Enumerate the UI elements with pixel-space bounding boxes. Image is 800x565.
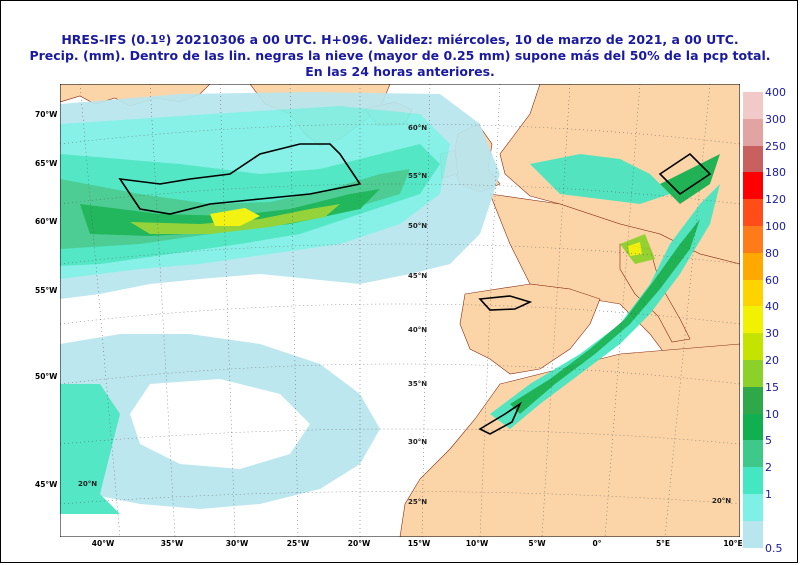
- legend-label: 20: [765, 354, 779, 367]
- bottom-label-5w: 5°W: [528, 539, 546, 548]
- legend-label: 2: [765, 461, 772, 475]
- legend-label: 300: [765, 112, 786, 126]
- legend-swatch: [743, 118, 763, 146]
- bottom-label-20w: 20°W: [347, 539, 371, 548]
- legend-label: 40: [765, 300, 779, 314]
- lat-label-25n: 25°N: [408, 498, 428, 506]
- legend-label: 80: [765, 246, 779, 260]
- bottom-label-0: 0°: [592, 539, 602, 548]
- title-line-2: Precip. (mm). Dentro de las lin. negras …: [29, 48, 771, 63]
- legend-swatch: [743, 360, 763, 387]
- land-africa: [399, 343, 740, 537]
- precip-band-atlantic-40mm: [210, 208, 260, 226]
- legend-swatch: [743, 520, 763, 548]
- legend-label: 1: [765, 488, 772, 501]
- bottom-label-5e: 5°E: [655, 539, 671, 548]
- lat-label-20n-west: 20°N: [78, 480, 98, 488]
- bottom-label-35w: 35°W: [160, 539, 184, 548]
- legend-label: 30: [765, 327, 779, 341]
- precip-northern-europe: [530, 154, 670, 204]
- land-areas: [60, 84, 740, 537]
- legend-label: 15: [765, 380, 779, 394]
- legend-swatch: [743, 467, 763, 494]
- legend-swatch: [743, 226, 763, 253]
- bottom-label-25w: 25°W: [286, 539, 310, 548]
- left-label-45w: 45°W: [35, 480, 58, 489]
- legend-swatch: [743, 494, 763, 521]
- lat-label-30n: 30°N: [408, 438, 428, 446]
- lat-label-45n: 45°N: [408, 272, 428, 280]
- precip-swirl-southwest-2mm: [60, 384, 120, 514]
- map-title-block: HRES-IFS (0.1º) 20210306 a 00 UTC. H+096…: [0, 32, 800, 80]
- precipitation-field: [60, 92, 720, 514]
- snow-line-greenland: [118, 143, 362, 215]
- title-line-3: En las 24 horas anteriores.: [305, 64, 495, 79]
- left-label-60w: 60°W: [35, 217, 58, 226]
- snow-line-alps: [658, 152, 712, 196]
- legend-label: 5: [765, 434, 772, 448]
- left-label-70w: 70°W: [35, 110, 58, 119]
- legend-swatch: [743, 199, 763, 226]
- legend-swatch: [743, 306, 763, 334]
- precipitation-map: [60, 84, 740, 537]
- lat-label-55n: 55°N: [408, 172, 428, 180]
- bottom-label-30w: 30°W: [225, 539, 249, 548]
- precip-band-iberia-10mm: [510, 219, 700, 414]
- bottom-label-10e: 10°E: [723, 539, 743, 548]
- precip-northern-europe-2: [660, 154, 720, 204]
- legend-label: 120: [765, 193, 786, 207]
- legend-label: 60: [765, 273, 779, 287]
- precip-spot-italy-40mm: [628, 242, 642, 256]
- left-label-50w: 50°W: [35, 372, 58, 381]
- bottom-label-40w: 40°W: [91, 539, 115, 548]
- legend-label: 180: [765, 166, 786, 180]
- lat-label-40n: 40°N: [408, 326, 428, 334]
- legend-label: 10: [765, 407, 779, 421]
- precip-swirl-inner: [130, 379, 310, 469]
- snow-line-iberia-north: [478, 295, 533, 311]
- legend-label: 100: [765, 220, 786, 233]
- legend-swatch: [743, 172, 763, 200]
- legend-label: 250: [765, 139, 786, 153]
- snow-line-morocco: [478, 401, 522, 435]
- left-label-55w: 55°W: [35, 286, 58, 295]
- snow-contours: [118, 143, 712, 435]
- legend-swatch: [743, 279, 763, 307]
- land-iberia: [459, 283, 601, 375]
- precip-band-atlantic-20mm: [130, 204, 340, 234]
- legend-label: 400: [765, 86, 786, 99]
- legend-swatch: [743, 252, 763, 280]
- lat-label-35n: 35°N: [408, 380, 428, 388]
- legend-swatch: [743, 440, 763, 468]
- left-label-65w: 65°W: [35, 159, 58, 168]
- lat-label-20n-east: 20°N: [712, 497, 732, 505]
- legend-swatch: [743, 92, 763, 119]
- legend-label: 0.5: [765, 541, 783, 555]
- lat-label-50n: 50°N: [408, 222, 428, 230]
- bottom-label-10w: 10°W: [465, 539, 489, 548]
- bottom-label-15w: 15°W: [407, 539, 431, 548]
- legend-swatch: [743, 413, 763, 441]
- title-line-1: HRES-IFS (0.1º) 20210306 a 00 UTC. H+096…: [61, 32, 739, 47]
- legend-swatch: [743, 333, 763, 360]
- graticule: [60, 84, 740, 537]
- lat-label-60n: 60°N: [408, 124, 428, 132]
- legend-swatch: [743, 386, 763, 414]
- legend-swatch: [743, 145, 763, 173]
